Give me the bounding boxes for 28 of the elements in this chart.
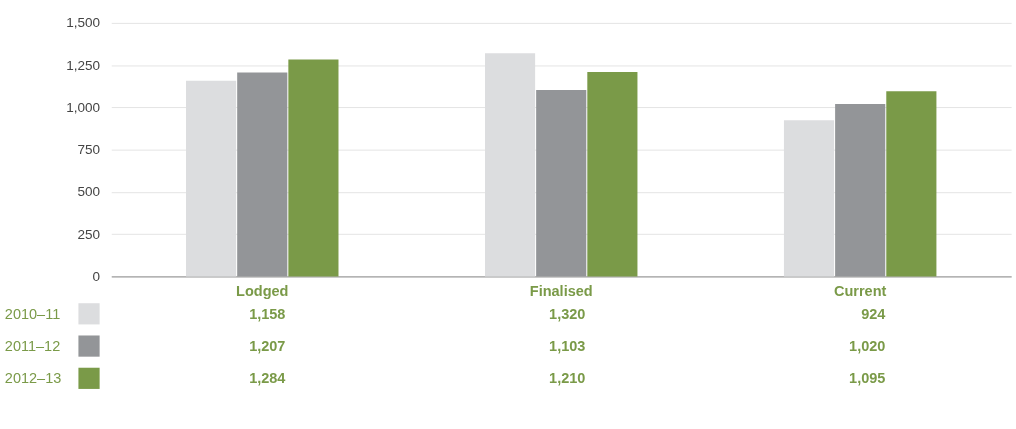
x-tick-label: Current bbox=[834, 283, 887, 300]
y-tick-label: 1,500 bbox=[66, 15, 101, 31]
bar bbox=[536, 89, 587, 277]
bar bbox=[288, 59, 339, 277]
bar bbox=[835, 104, 886, 277]
y-tick-label: 0 bbox=[92, 268, 101, 284]
data-label: 1,103 bbox=[549, 337, 586, 354]
y-tick-label: 750 bbox=[77, 142, 101, 158]
y-tick-label: 500 bbox=[77, 184, 101, 200]
data-label: 1,210 bbox=[549, 370, 586, 387]
data-label: 1,095 bbox=[849, 370, 886, 387]
bar bbox=[587, 71, 638, 277]
data-label: 924 bbox=[861, 305, 886, 322]
y-tick-label: 1,250 bbox=[66, 57, 101, 73]
x-tick-label: Finalised bbox=[529, 283, 593, 300]
legend-label: 2011–12 bbox=[4, 337, 61, 354]
y-tick-label: 1,000 bbox=[66, 99, 101, 115]
data-label: 1,284 bbox=[249, 370, 286, 387]
legend-label: 2012–13 bbox=[4, 370, 62, 387]
data-label: 1,207 bbox=[249, 337, 286, 354]
data-label: 1,020 bbox=[849, 337, 886, 354]
bar bbox=[886, 91, 937, 277]
y-tick-label: 250 bbox=[77, 226, 101, 242]
x-tick-label: Lodged bbox=[236, 283, 289, 300]
data-label: 1,320 bbox=[549, 305, 586, 322]
data-label: 1,158 bbox=[249, 305, 286, 322]
legend-label: 2010–11 bbox=[4, 305, 61, 322]
bar bbox=[237, 72, 288, 277]
